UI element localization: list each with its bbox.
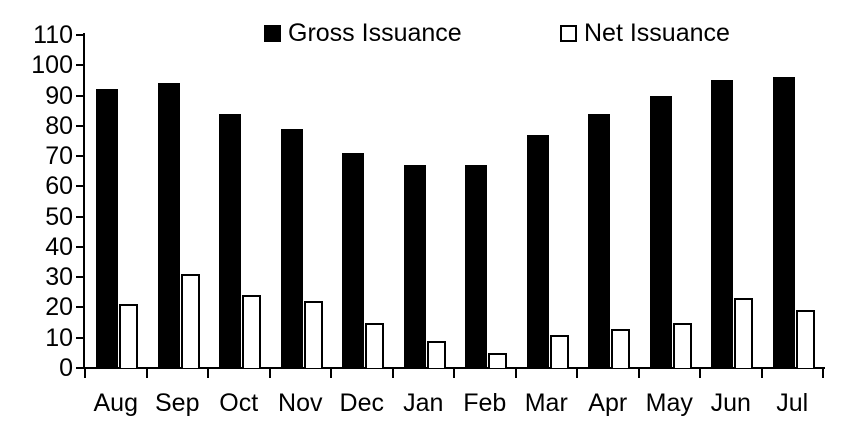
legend-item-net-issuance: Net Issuance: [560, 19, 730, 47]
bar-net-oct: [242, 295, 261, 368]
bar-net-jun: [734, 298, 753, 368]
x-tick: [822, 369, 824, 378]
y-tick: [76, 34, 84, 36]
bar-net-dec: [365, 322, 384, 368]
gross-issuance-swatch-icon: [264, 24, 281, 42]
y-tick: [76, 215, 84, 218]
bar-gross-feb: [465, 165, 487, 368]
y-tick: [76, 276, 84, 279]
x-axis-label: Nov: [278, 389, 323, 417]
bar-gross-jan: [403, 165, 426, 368]
legend-label-net-issuance: Net Issuance: [584, 19, 730, 47]
bar-net-may: [672, 322, 692, 368]
x-axis-label: Feb: [463, 389, 507, 417]
y-tick: [76, 124, 84, 127]
y-axis-line: [83, 33, 85, 369]
y-tick-label: 20: [45, 293, 73, 322]
bar-gross-dec: [342, 153, 364, 368]
bar-net-sep: [180, 274, 200, 368]
y-tick-label: 100: [31, 51, 73, 80]
y-tick: [76, 336, 84, 339]
y-tick-label: 70: [45, 142, 73, 171]
net-issuance-swatch-icon: [560, 24, 577, 42]
y-tick-label: 80: [45, 111, 73, 140]
x-tick: [84, 369, 86, 378]
x-tick: [145, 369, 148, 378]
bar-net-feb: [488, 352, 507, 368]
bar-gross-apr: [588, 113, 610, 368]
x-axis-label: Oct: [219, 389, 259, 417]
y-tick: [76, 94, 84, 97]
y-tick: [76, 245, 84, 248]
y-tick-label: 60: [45, 172, 73, 201]
x-axis-label: Jan: [403, 389, 444, 417]
bar-net-jul: [795, 310, 815, 368]
bar-gross-jul: [772, 77, 795, 368]
y-tick-label: 40: [45, 232, 73, 261]
bar-gross-nov: [280, 128, 303, 368]
x-axis-label: Sep: [155, 389, 200, 417]
x-tick: [637, 369, 640, 378]
bar-gross-mar: [526, 134, 549, 368]
y-tick-label: 30: [45, 263, 73, 292]
x-tick: [760, 369, 763, 378]
bar-net-jan: [426, 340, 446, 368]
y-tick-label: 110: [33, 21, 73, 49]
x-axis-line: [76, 367, 825, 369]
bar-gross-sep: [157, 83, 180, 368]
x-axis-label: Mar: [524, 389, 568, 417]
x-tick: [514, 369, 517, 378]
bar-net-aug: [119, 304, 138, 368]
bar-gross-jun: [711, 80, 733, 368]
y-tick-label: 0: [59, 354, 73, 382]
x-tick: [453, 369, 455, 378]
x-tick: [207, 369, 209, 378]
x-tick: [391, 369, 394, 378]
y-tick: [76, 306, 84, 309]
bar-net-apr: [611, 328, 630, 368]
bar-net-nov: [303, 301, 323, 368]
y-tick: [76, 155, 84, 158]
legend-item-gross-issuance: Gross Issuance: [264, 19, 462, 47]
x-axis-label: Apr: [588, 389, 628, 417]
x-tick: [268, 369, 271, 378]
x-tick: [330, 369, 332, 378]
y-tick: [76, 64, 84, 67]
y-tick-label: 90: [45, 81, 73, 110]
x-axis-label: Jul: [776, 389, 809, 417]
x-axis-label: Aug: [93, 389, 138, 417]
y-tick-label: 50: [45, 202, 73, 231]
bar-gross-may: [649, 95, 672, 368]
x-tick: [576, 369, 578, 378]
y-tick: [76, 185, 84, 188]
x-axis-label: Dec: [339, 389, 384, 417]
x-axis-label: Jun: [710, 389, 751, 417]
bar-gross-aug: [96, 89, 118, 368]
bar-net-mar: [549, 334, 569, 368]
y-tick: [76, 367, 84, 369]
legend-label-gross-issuance: Gross Issuance: [288, 19, 462, 47]
y-tick-label: 10: [45, 323, 73, 352]
x-tick: [699, 369, 701, 378]
bar-gross-oct: [219, 113, 241, 368]
x-axis-label: May: [645, 389, 693, 417]
